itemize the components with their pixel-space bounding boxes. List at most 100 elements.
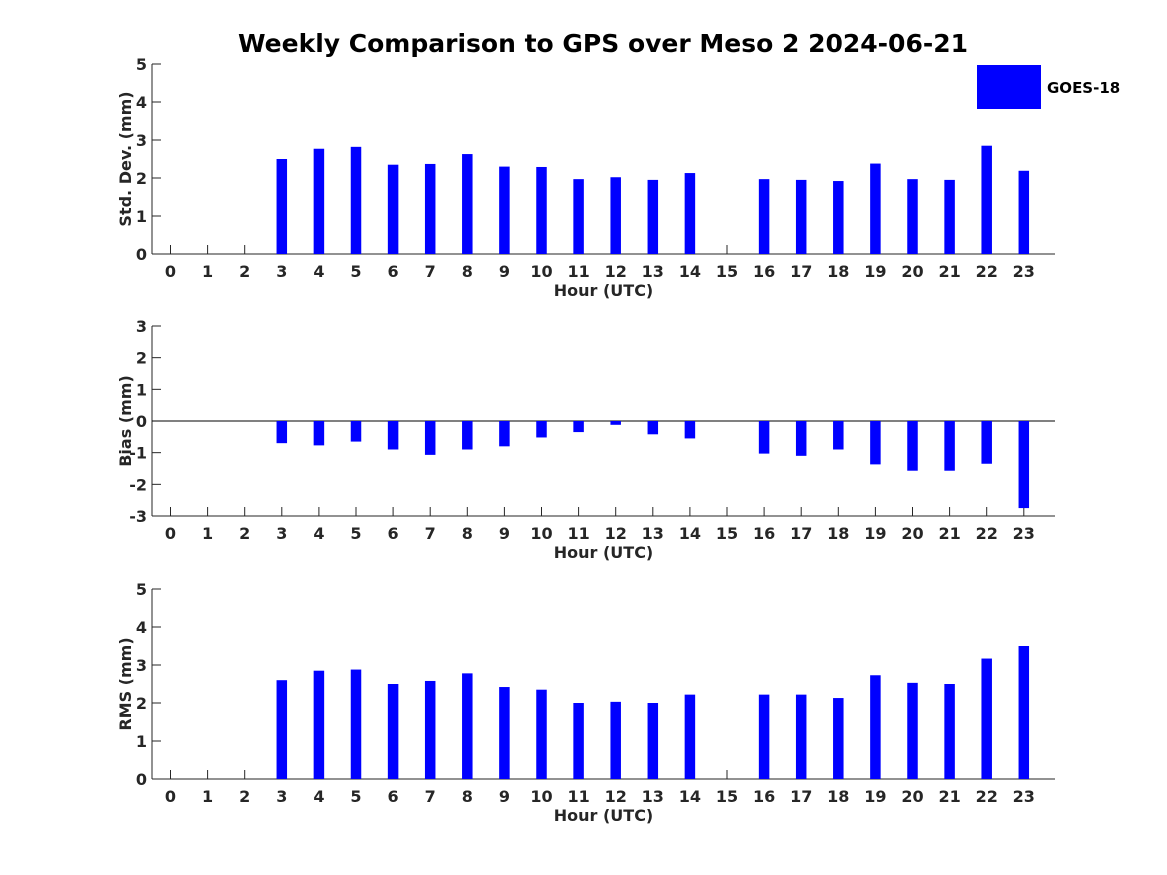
bar: [907, 179, 918, 254]
x-tick-label: 10: [530, 524, 552, 543]
y-tick-label: 2: [136, 694, 147, 713]
x-tick-label: 4: [313, 524, 324, 543]
x-tick-label: 19: [864, 787, 886, 806]
bar: [350, 146, 362, 254]
x-tick-label: 3: [276, 787, 287, 806]
x-tick-label: 17: [790, 262, 812, 281]
x-tick-label: 11: [567, 524, 589, 543]
y-tick-label: -1: [129, 444, 147, 463]
x-tick-label: 14: [679, 524, 701, 543]
bar: [981, 145, 992, 254]
bar: [833, 421, 844, 450]
x-tick-label: 16: [753, 262, 775, 281]
bar: [276, 159, 288, 254]
x-tick-label: 5: [350, 262, 361, 281]
y-tick-label: 3: [136, 656, 147, 675]
x-tick-label: 4: [313, 787, 324, 806]
x-tick-label: 2: [239, 787, 250, 806]
bar: [536, 421, 547, 438]
bar: [573, 703, 584, 779]
figure-title: Weekly Comparison to GPS over Meso 2 202…: [238, 29, 968, 58]
y-tick-label: 0: [136, 412, 147, 431]
bar: [573, 179, 584, 254]
bar: [944, 179, 955, 254]
x-tick-label: 1: [202, 262, 213, 281]
bar: [610, 421, 621, 425]
bar: [610, 177, 621, 254]
x-tick-label: 5: [350, 787, 361, 806]
x-tick-label: 17: [790, 524, 812, 543]
x-tick-label: 23: [1013, 787, 1035, 806]
x-tick-label: 4: [313, 262, 324, 281]
bar: [536, 166, 547, 254]
bar: [647, 421, 659, 435]
x-tick-label: 15: [716, 262, 738, 281]
x-tick-label: 5: [350, 524, 361, 543]
bar: [1018, 421, 1030, 509]
bar: [424, 421, 436, 455]
x-tick-label: 13: [642, 262, 664, 281]
bar: [387, 421, 399, 450]
bar: [462, 421, 473, 450]
bar: [907, 421, 918, 471]
x-tick-label: 9: [499, 524, 510, 543]
x-tick-label: 7: [425, 262, 436, 281]
bar: [350, 421, 362, 442]
x-tick-label: 1: [202, 787, 213, 806]
y-axis-label: Bias (mm): [116, 375, 135, 467]
x-tick-label: 10: [530, 787, 552, 806]
bar: [870, 421, 881, 465]
x-tick-label: 15: [716, 787, 738, 806]
x-tick-label: 21: [938, 787, 960, 806]
bar: [944, 421, 955, 471]
y-tick-label: 4: [136, 618, 147, 637]
bar: [795, 421, 807, 456]
x-tick-label: 6: [388, 262, 399, 281]
x-tick-label: 2: [239, 524, 250, 543]
x-tick-label: 22: [976, 524, 998, 543]
bar: [610, 701, 621, 779]
bar: [684, 694, 696, 779]
bar: [462, 673, 473, 779]
x-tick-label: 21: [938, 262, 960, 281]
x-tick-label: 12: [605, 524, 627, 543]
bar: [833, 181, 844, 254]
bar: [1018, 646, 1030, 779]
x-tick-label: 2: [239, 262, 250, 281]
y-tick-label: 0: [136, 770, 147, 789]
x-tick-label: 3: [276, 262, 287, 281]
y-tick-label: 1: [136, 207, 147, 226]
legend-label: GOES-18: [1047, 79, 1120, 97]
x-tick-label: 13: [642, 787, 664, 806]
legend-swatch: [977, 65, 1041, 109]
bar: [424, 163, 436, 254]
bar: [387, 684, 399, 779]
x-tick-label: 19: [864, 524, 886, 543]
bar: [981, 421, 992, 464]
bar: [833, 698, 844, 779]
x-tick-label: 19: [864, 262, 886, 281]
x-axis-label: Hour (UTC): [554, 806, 654, 825]
x-tick-label: 8: [462, 262, 473, 281]
x-tick-label: 16: [753, 524, 775, 543]
x-tick-label: 13: [642, 524, 664, 543]
bar: [647, 703, 659, 779]
x-tick-label: 14: [679, 787, 701, 806]
y-tick-label: -2: [129, 475, 147, 494]
y-tick-label: -3: [129, 507, 147, 526]
y-axis-label: Std. Dev. (mm): [116, 91, 135, 226]
bar: [424, 680, 436, 779]
bar: [684, 421, 696, 439]
x-tick-label: 15: [716, 524, 738, 543]
bar: [536, 689, 547, 779]
bar: [795, 179, 807, 254]
bar: [313, 148, 325, 254]
bar: [573, 421, 584, 433]
x-tick-label: 12: [605, 262, 627, 281]
bar: [276, 421, 288, 444]
x-tick-label: 9: [499, 787, 510, 806]
y-tick-label: 5: [136, 55, 147, 74]
